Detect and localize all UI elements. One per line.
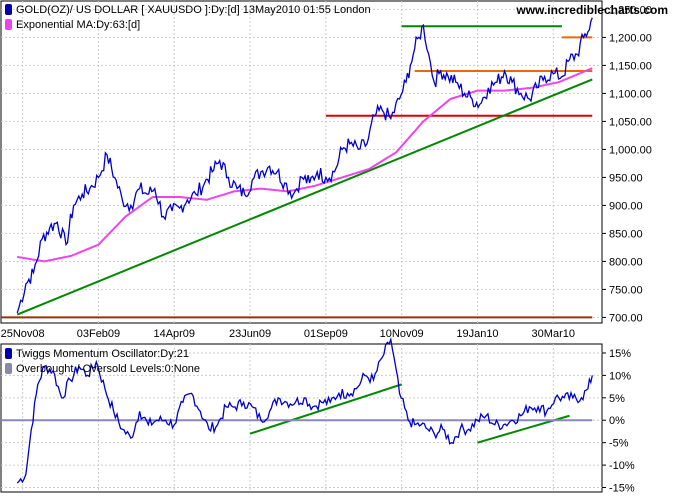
price-y-tick-label: 1,200.00	[609, 32, 652, 44]
levels-legend-label: Overbought / Oversold Levels:0:None	[16, 363, 200, 375]
price-panel-frame	[0, 0, 603, 324]
price-legend-swatch	[5, 4, 12, 15]
oscillator-y-tick-label: -10%	[609, 460, 635, 472]
ma-legend-label: Exponential MA:Dy:63:[d]	[16, 19, 140, 31]
price-y-tick-label: 950.00	[609, 172, 643, 184]
oscillator-legend-swatch	[5, 348, 12, 359]
oscillator-y-tick-label: 0%	[609, 415, 625, 427]
ma-legend-swatch	[5, 19, 12, 30]
trendline	[16, 78, 593, 316]
price-series	[16, 17, 593, 314]
oscillator-legend-label: Twiggs Momentum Oscillator:Dy:21	[16, 348, 189, 360]
x-tick-label: 23Jun09	[229, 328, 271, 340]
oscillator-y-tick-label: 5%	[609, 393, 625, 405]
x-tick-label: 19Jan10	[456, 328, 498, 340]
price-y-tick-label: 900.00	[609, 200, 643, 212]
site-watermark: www.incrediblecharts.com	[515, 3, 668, 17]
oscillator-annotations	[1, 383, 593, 444]
price-y-axis: 700.00 750.00 800.00 850.00 900.00 950.00 1,00…	[602, 4, 652, 324]
oscillator-series	[16, 337, 593, 484]
momentum-trend-1	[249, 383, 402, 435]
price-legend: GOLD(OZ)/ US DOLLAR [ XAUUSDO ]:Dy:[d] 1…	[5, 4, 371, 31]
price-legend-label: GOLD(OZ)/ US DOLLAR [ XAUUSDO ]:Dy:[d] 1…	[16, 4, 371, 16]
oscillator-legend: Twiggs Momentum Oscillator:Dy:21 Overbou…	[5, 348, 200, 375]
price-y-tick-label: 1,150.00	[609, 60, 652, 72]
price-y-tick-label: 850.00	[609, 228, 643, 240]
price-y-tick-label: 800.00	[609, 256, 643, 268]
price-line	[16, 17, 593, 314]
x-tick-label: 25Nov08	[1, 328, 45, 340]
x-tick-label: 14Apr09	[153, 328, 195, 340]
price-y-tick-label: 1,050.00	[609, 116, 652, 128]
oscillator-y-tick-label: 10%	[609, 370, 631, 382]
oscillator-y-tick-label: -15%	[609, 483, 635, 495]
x-tick-label: 30Mar10	[532, 328, 575, 340]
x-tick-label: 10Nov09	[380, 328, 424, 340]
oscillator-line	[16, 337, 593, 484]
price-y-tick-label: 750.00	[609, 284, 643, 296]
oscillator-y-tick-label: 15%	[609, 348, 631, 360]
levels-legend-swatch	[5, 363, 12, 374]
oscillator-y-axis: -15% -10% -5% 0% 5% 10% 15%	[602, 348, 635, 495]
price-annotations	[1, 25, 593, 319]
oscillator-y-tick-label: -5%	[609, 438, 629, 450]
ma-line	[17, 67, 593, 263]
price-y-tick-label: 1,250.00	[609, 4, 652, 16]
date-axis: 25Nov08 03Feb09 14Apr09 23Jun09 01Sep09 10Nov…	[1, 328, 575, 340]
price-y-tick-label: 1,000.00	[609, 144, 652, 156]
price-y-tick-label: 1,100.00	[609, 88, 652, 100]
x-tick-label: 03Feb09	[77, 328, 120, 340]
price-y-tick-label: 700.00	[609, 312, 643, 324]
x-tick-label: 01Sep09	[304, 328, 348, 340]
